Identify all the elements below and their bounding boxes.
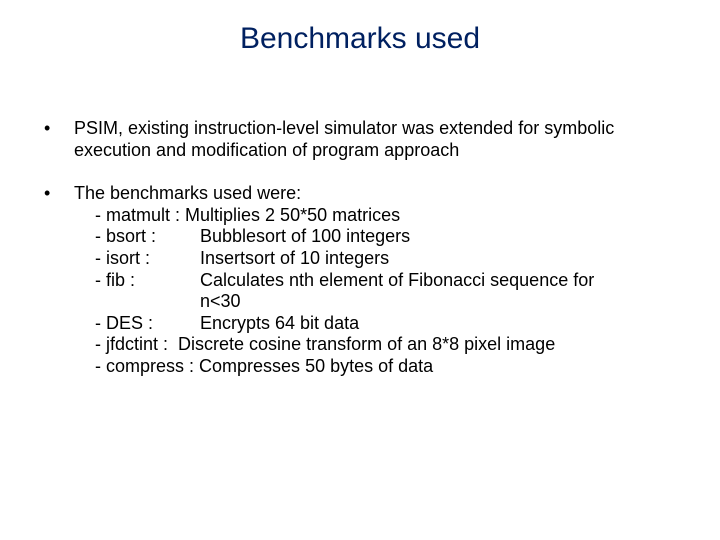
item-desc: Calculates nth element of Fibonacci sequ…: [200, 270, 680, 292]
list-item: - DES : Encrypts 64 bit data: [95, 313, 680, 335]
item-desc: Discrete cosine transform of an 8*8 pixe…: [178, 334, 680, 356]
item-desc: Insertsort of 10 integers: [200, 248, 680, 270]
item-desc-cont: n<30: [200, 291, 680, 313]
list-item-continuation: n<30: [95, 291, 680, 313]
bullet-text: The benchmarks used were:: [74, 183, 680, 205]
dash-icon: -: [95, 313, 106, 333]
item-desc: Compresses 50 bytes of data: [199, 356, 680, 378]
slide-body: • PSIM, existing instruction-level simul…: [40, 118, 680, 378]
item-name: fib :: [106, 270, 135, 290]
list-item: - jfdctint : Discrete cosine transform o…: [95, 334, 680, 356]
bullet-dot: •: [40, 118, 74, 161]
slide: Benchmarks used • PSIM, existing instruc…: [0, 0, 720, 540]
bullet-dot: •: [40, 183, 74, 205]
item-name: isort :: [106, 248, 150, 268]
list-item: - compress : Compresses 50 bytes of data: [95, 356, 680, 378]
bullet-text: PSIM, existing instruction-level simulat…: [74, 118, 680, 161]
dash-icon: -: [95, 248, 106, 268]
list-item: - matmult : Multiplies 2 50*50 matrices: [95, 205, 680, 227]
list-item: - bsort : Bubblesort of 100 integers: [95, 226, 680, 248]
list-item: - isort : Insertsort of 10 integers: [95, 248, 680, 270]
item-name: compress :: [106, 356, 199, 378]
item-name: jfdctint :: [106, 334, 178, 356]
bullet-2: • The benchmarks used were:: [40, 183, 680, 205]
dash-icon: -: [95, 356, 106, 378]
bullet-1: • PSIM, existing instruction-level simul…: [40, 118, 680, 161]
item-name: DES :: [106, 313, 153, 333]
item-desc: Bubblesort of 100 integers: [200, 226, 680, 248]
list-item: - fib : Calculates nth element of Fibona…: [95, 270, 680, 292]
item-name: matmult :: [106, 205, 185, 227]
item-desc: Multiplies 2 50*50 matrices: [185, 205, 680, 227]
dash-icon: -: [95, 205, 106, 227]
slide-title: Benchmarks used: [0, 22, 720, 56]
item-name: bsort :: [106, 226, 156, 246]
item-desc: Encrypts 64 bit data: [200, 313, 680, 335]
dash-icon: -: [95, 270, 106, 290]
dash-icon: -: [95, 334, 106, 356]
dash-icon: -: [95, 226, 106, 246]
benchmark-list: - matmult : Multiplies 2 50*50 matrices …: [95, 205, 680, 378]
